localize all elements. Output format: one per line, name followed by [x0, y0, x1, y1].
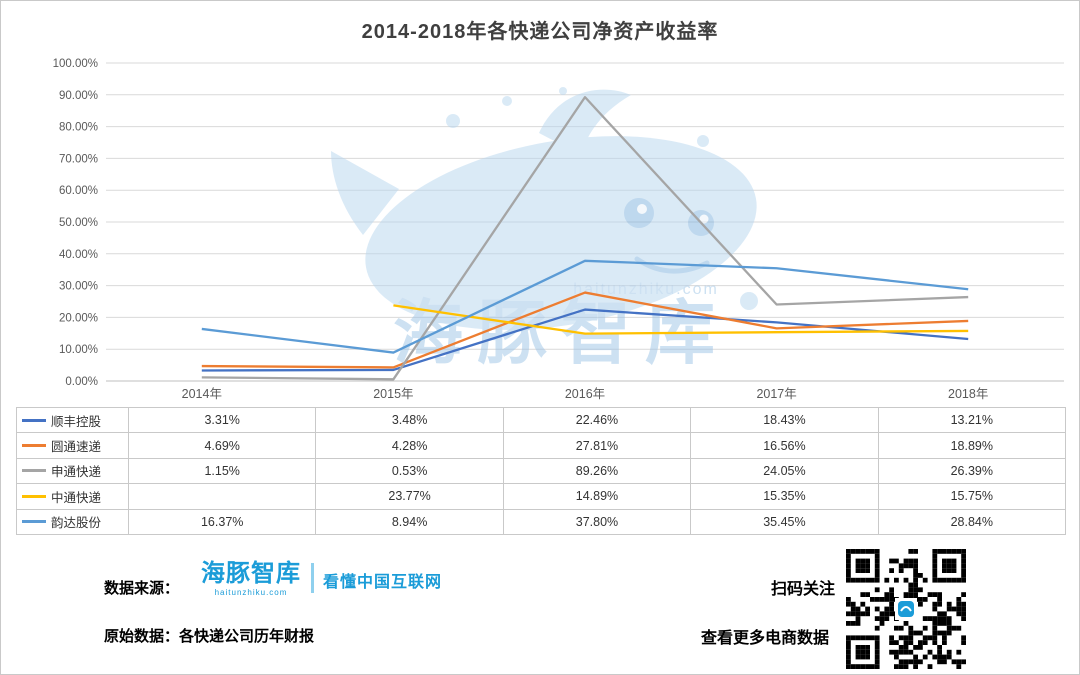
series-layer — [201, 96, 969, 381]
table-cell — [129, 484, 317, 510]
raw-data-value: 各快递公司历年财报 — [179, 628, 315, 645]
table-cell: 1.15% — [129, 458, 317, 485]
legend-line — [22, 520, 46, 524]
axis-layer: 0.00% 10.00% 20.00% 30.00% 40.00% 50.00% 60.00… — [53, 58, 989, 401]
y-axis-label: 70.00% — [59, 153, 98, 165]
legend-line — [22, 418, 46, 422]
raw-data-label: 原始数据： — [104, 628, 180, 645]
table-cell: 13.21% — [878, 408, 1066, 434]
legend-cell: 申通快递 — [17, 458, 129, 485]
table-cell: 89.26% — [503, 458, 692, 485]
brand-name: 海豚智库 — [201, 560, 301, 587]
legend-line — [22, 494, 46, 498]
y-axis-label: 90.00% — [59, 90, 98, 102]
qr-code — [846, 549, 966, 669]
y-axis-label: 100.00% — [53, 58, 98, 70]
y-axis-label: 20.00% — [59, 312, 98, 324]
table-cell: 18.89% — [878, 433, 1066, 459]
watermark-url: haitunzhiku.com — [573, 281, 719, 298]
series-line — [201, 96, 969, 381]
brand-logo: 海豚智库 haitunzhiku.com 看懂中国互联网 — [201, 560, 443, 598]
y-axis-label: 80.00% — [59, 122, 98, 134]
table-cell: 0.53% — [316, 458, 504, 485]
table-cell: 4.28% — [316, 433, 504, 459]
legend-cell: 韵达股份 — [17, 509, 129, 535]
y-axis-label: 50.00% — [59, 217, 98, 229]
brand-tagline: 看懂中国互联网 — [323, 574, 443, 591]
qr-caption-bottom: 查看更多电商数据 — [701, 630, 830, 647]
x-axis-label: 2016年 — [565, 387, 605, 401]
table-cell: 3.48% — [316, 408, 504, 434]
series-name: 顺丰控股 — [51, 414, 102, 429]
table-cell: 35.45% — [691, 509, 879, 535]
series-line — [201, 291, 969, 369]
qr-caption-top: 扫码关注 — [771, 581, 836, 598]
table-cell: 24.05% — [691, 458, 879, 485]
brand-separator — [311, 563, 314, 593]
table-cell: 14.89% — [503, 484, 692, 510]
table-cell: 22.46% — [503, 408, 692, 434]
series-name: 韵达股份 — [51, 516, 102, 531]
table-cell: 26.39% — [878, 458, 1066, 485]
chart-title: 2014-2018年各快递公司净资产收益率 — [361, 21, 719, 43]
table-cell: 23.77% — [316, 484, 504, 510]
legend-cell: 圆通速递 — [17, 433, 129, 459]
series-name: 圆通速递 — [51, 440, 102, 455]
table-cell: 15.75% — [878, 484, 1066, 510]
brand-url: haitunzhiku.com — [214, 588, 288, 597]
roe-data-table: 顺丰控股 3.31% 3.48% 22.46% 18.43% 13.21% 圆通速递 4.69… — [16, 407, 1066, 535]
y-axis-label: 60.00% — [59, 185, 98, 197]
table-cell: 16.56% — [691, 433, 879, 459]
x-axis-label: 2014年 — [182, 387, 222, 401]
table-cell: 8.94% — [316, 509, 504, 535]
table-cell: 37.80% — [503, 509, 692, 535]
x-axis-label: 2017年 — [756, 387, 796, 401]
table-cell: 4.69% — [129, 433, 317, 459]
series-name: 中通快递 — [51, 490, 102, 505]
series-line — [201, 259, 969, 354]
table-cell: 3.31% — [129, 408, 317, 434]
y-axis-label: 0.00% — [65, 376, 98, 388]
legend-line — [22, 444, 46, 448]
series-line — [393, 304, 969, 335]
x-axis-label: 2018年 — [948, 387, 988, 401]
series-name: 申通快递 — [51, 465, 102, 480]
qr-code-svg — [846, 549, 966, 669]
y-axis-label: 30.00% — [59, 281, 98, 293]
legend-cell: 中通快递 — [17, 484, 129, 510]
raw-data-line: 原始数据：各快递公司历年财报 — [104, 625, 314, 646]
x-axis-label: 2015年 — [373, 387, 413, 401]
table-cell: 15.35% — [691, 484, 879, 510]
table-cell: 28.84% — [878, 509, 1066, 535]
table-cell: 18.43% — [691, 408, 879, 434]
legend-line — [22, 469, 46, 473]
source-label: 数据来源： — [104, 580, 180, 597]
y-axis-label: 10.00% — [59, 344, 98, 356]
y-axis-label: 40.00% — [59, 249, 98, 261]
series-line — [201, 308, 969, 372]
legend-cell: 顺丰控股 — [17, 408, 129, 434]
table-cell: 27.81% — [503, 433, 692, 459]
line-chart: haitunzhiku.com 海豚智库 0.00%10.00%20.00%30… — [53, 58, 1064, 401]
table-cell: 16.37% — [129, 509, 317, 535]
